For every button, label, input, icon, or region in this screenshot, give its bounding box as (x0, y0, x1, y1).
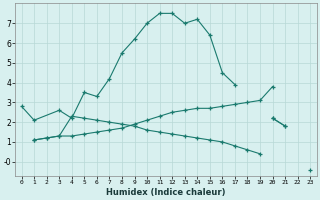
X-axis label: Humidex (Indice chaleur): Humidex (Indice chaleur) (106, 188, 226, 197)
